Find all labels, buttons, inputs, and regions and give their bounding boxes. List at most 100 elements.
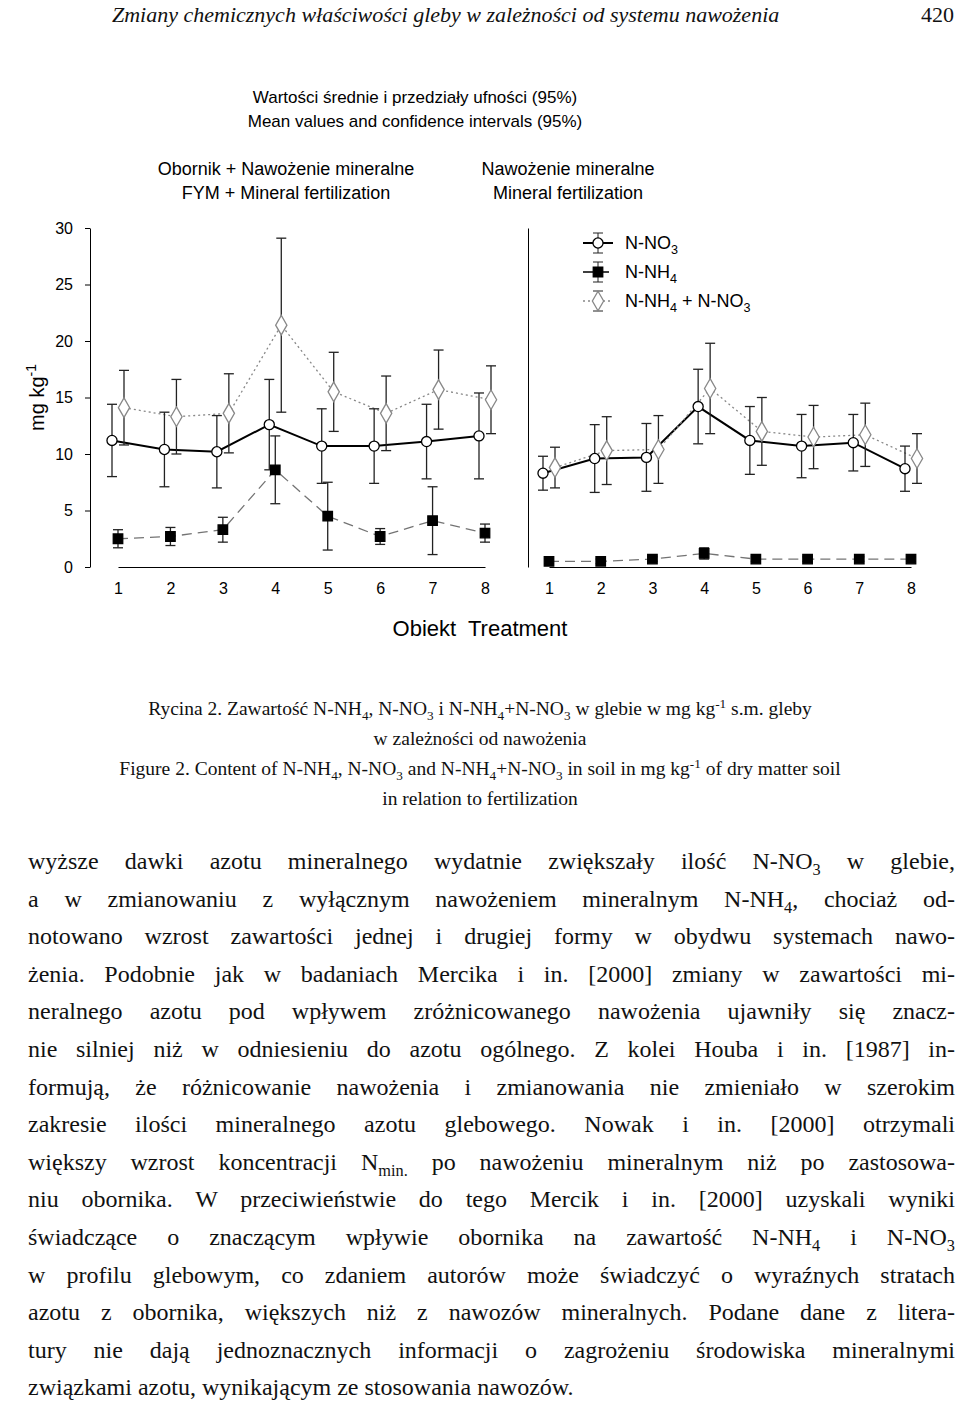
error-bar-cap [381, 375, 391, 376]
error-bar-cap [860, 466, 870, 467]
caption-line: Rycina 2. Zawartość N-NH4, N-NO3 i N-NH4… [0, 697, 960, 721]
error-bar [860, 403, 870, 466]
body-line-text: notowano wzrost zawartości jednej i drug… [28, 923, 955, 949]
data-point [433, 380, 444, 400]
subscript: 4 [331, 768, 338, 783]
x-tick: 3 [648, 567, 657, 597]
error-bar [276, 238, 286, 412]
body-line: świadczące o znaczącym wpływie obornika … [28, 1222, 955, 1252]
text-run: NH [469, 698, 497, 719]
data-point [480, 528, 489, 537]
data-point [848, 438, 858, 448]
x-tick: 8 [907, 567, 916, 597]
text-run: NO [912, 1224, 947, 1250]
error-bar [900, 446, 910, 491]
error-bar-cap [428, 554, 438, 555]
body-line-text: w profilu glebowym, co zdaniem autorów m… [28, 1262, 955, 1288]
data-point [797, 441, 807, 451]
error-bar [602, 417, 612, 485]
error-bar-cap [912, 433, 922, 434]
error-bar [224, 374, 234, 453]
data-point [369, 441, 379, 451]
x-tick-label: 2 [597, 580, 606, 597]
error-bar-cap [276, 238, 286, 239]
data-point [107, 435, 117, 445]
error-bar [653, 416, 663, 484]
error-bar-cap [480, 523, 490, 524]
caption-line: Figure 2. Content of N-NH4, N-NO3 and N-… [0, 757, 960, 781]
error-bar [323, 482, 333, 550]
error-bar-cap [434, 349, 444, 350]
error-bar-cap [218, 517, 228, 518]
error-bar-cap [329, 431, 339, 432]
data-point [756, 422, 767, 442]
data-point [113, 534, 122, 543]
error-bar-cap [900, 445, 910, 446]
error-bar [165, 527, 175, 545]
series-line [124, 325, 491, 417]
error-bar-cap [705, 343, 715, 344]
error-bar-cap [641, 491, 651, 492]
data-point [166, 532, 175, 541]
body-line: większy wzrost koncentracji Nmin. po naw… [28, 1147, 955, 1177]
data-point [328, 382, 339, 402]
y-tick-label: 10 [55, 446, 73, 463]
body-line-text: większy wzrost koncentracji Nmin. po naw… [28, 1149, 955, 1175]
data-point [223, 404, 234, 424]
error-bar [428, 487, 438, 555]
y-axis [528, 229, 529, 568]
error-bar-cap [797, 414, 807, 415]
text-run: nie silniej niż w odniesieniu do azotu o… [28, 1036, 955, 1062]
text-run: NH [461, 758, 489, 779]
body-line-text: neralnego azotu pod wpływem zróżnicowane… [28, 998, 955, 1024]
error-bar-cap [276, 412, 286, 413]
data-point [808, 427, 819, 447]
plot-area [107, 238, 497, 554]
error-bar-cap [757, 465, 767, 466]
error-bar-cap [375, 544, 385, 545]
subscript: 3 [396, 768, 403, 783]
error-bar [809, 405, 819, 468]
y-axis-line [90, 229, 91, 568]
error-bar-cap [705, 433, 715, 434]
x-tick-label: 4 [700, 580, 709, 597]
body-line-text: świadczące o znaczącym wpływie obornika … [28, 1224, 955, 1250]
legend-label: N-NO3 [625, 233, 678, 257]
legend-bar-cap [593, 233, 603, 234]
text-run: neralnego azotu pod wpływem zróżnicowane… [28, 998, 955, 1024]
error-bar-cap [693, 443, 703, 444]
data-point [648, 554, 657, 563]
body-line: w profilu glebowym, co zdaniem autorów m… [28, 1260, 955, 1290]
y-tick-mark [85, 511, 90, 512]
x-tick-label: 1 [545, 580, 554, 597]
text-run: +N- [496, 758, 528, 779]
y-tick-label: 30 [55, 220, 73, 237]
body-line: neralnego azotu pod wpływem zróżnicowane… [28, 996, 955, 1026]
error-bar-cap [218, 541, 228, 542]
figure-title: Wartości średnie i przedziały ufności (9… [253, 88, 577, 107]
data-point [803, 554, 812, 563]
body-line: tury nie dają jednoznacznych informacji … [28, 1335, 955, 1365]
superscript: -1 [23, 364, 39, 377]
error-bar-cap [602, 416, 612, 417]
data-point [596, 557, 605, 566]
data-point [271, 465, 280, 474]
error-bar [107, 404, 117, 476]
text-run: + N- [677, 291, 717, 311]
subscript: 4 [784, 897, 792, 916]
error-bar-cap [602, 484, 612, 485]
legend-item: N-NO3 [583, 233, 678, 257]
error-bar-cap [212, 487, 222, 488]
error-bar-cap [375, 528, 385, 529]
text-run: mg [26, 398, 48, 431]
error-bar-cap [653, 415, 663, 416]
caption-line: in relation to fertilization [0, 787, 960, 811]
data-point [474, 431, 484, 441]
error-bar-cap [848, 414, 858, 415]
data-point [745, 435, 755, 445]
y-tick: 10 [55, 446, 90, 463]
error-bar [212, 416, 222, 488]
error-bar [218, 517, 228, 542]
x-tick-label: 1 [114, 580, 123, 597]
data-point [900, 464, 910, 474]
